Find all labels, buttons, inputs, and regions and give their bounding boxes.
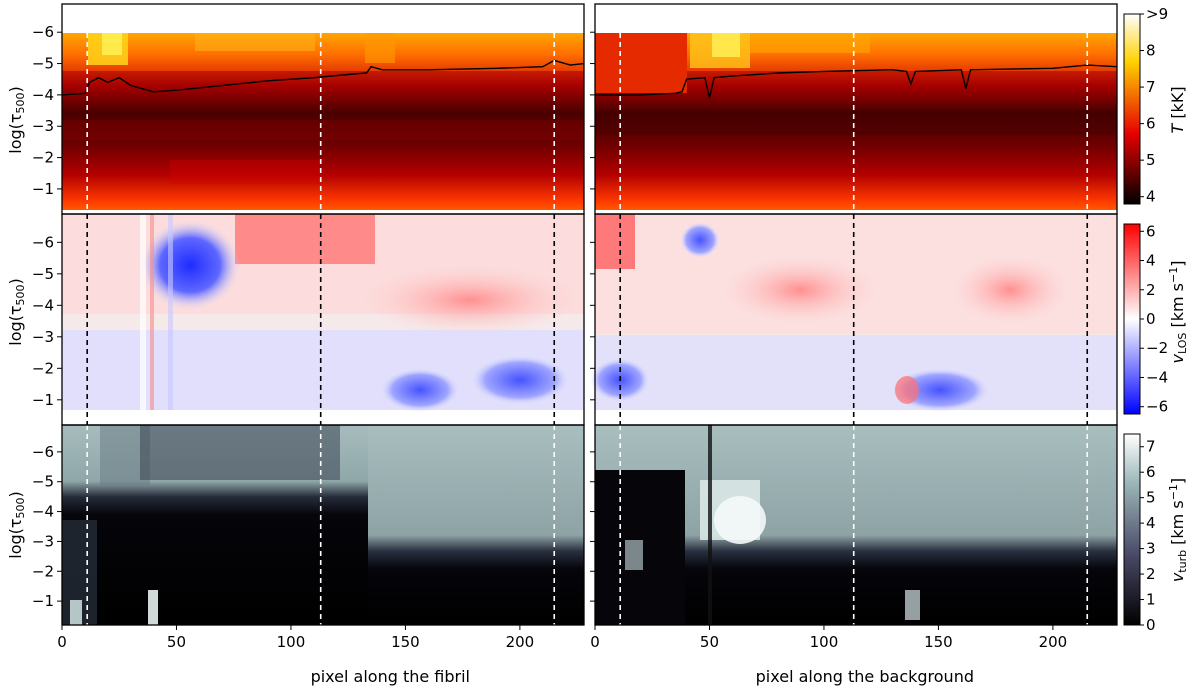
colorbar-label-vlos: vLOS [km s−1]: [1167, 261, 1189, 364]
colorbar-tick-label: 0: [1146, 310, 1156, 328]
ytick-label: −4: [32, 86, 54, 104]
colorbar-tick-label: 8: [1146, 42, 1156, 60]
tau-unity-lines: [61, 59, 1118, 99]
ytick-label: −3: [32, 328, 54, 346]
vturb-panel-fibril: [62, 425, 584, 625]
temperature-panel-background: [595, 33, 1117, 210]
panel-frame-c0-r2: [61, 424, 585, 626]
colorbar-tick-label: 4: [1146, 252, 1156, 270]
ytick-label: −1: [32, 391, 54, 409]
vlos-panel-fibril: [62, 214, 584, 412]
colorbar-tick-label: −4: [1146, 368, 1168, 386]
colorbar-tick-label: 6: [1146, 115, 1156, 133]
colorbar-temperature: [1123, 13, 1141, 205]
ytick-label: −2: [32, 149, 54, 167]
ylabel-row3: log(τ500): [6, 491, 27, 559]
ytick-label: −6: [32, 443, 54, 461]
ylabel-row2: log(τ500): [6, 278, 27, 346]
ytick-label: −1: [32, 592, 54, 610]
colorbar-label-vturb: vturb [km s−1]: [1167, 478, 1189, 582]
xtick-label: 100: [810, 633, 839, 651]
panel-frames: [61, 3, 1118, 626]
colorbar-tick-label: 7: [1146, 438, 1156, 456]
ytick-label: −6: [32, 23, 54, 41]
colorbar-v_turb: [1123, 433, 1141, 626]
xlabel-fibril: pixel along the fibril: [311, 667, 470, 686]
xtick-label: 150: [391, 633, 420, 651]
temperature-panel-fibril: [62, 33, 584, 210]
colorbar-tick-label: 2: [1146, 565, 1156, 583]
ylabel-row1: log(τ500): [6, 86, 27, 154]
colorbar-tick-label: −6: [1146, 398, 1168, 416]
axes: −6 −5 −4 −3 −2 −1 −6 −5 −4 −3 −2 −1 −6 −5 −4 −3 −2 −1 0 50 1…: [32, 23, 1067, 651]
colorbar-tick-label: −2: [1146, 339, 1168, 357]
xtick-label: 50: [700, 633, 719, 651]
ytick-label: −4: [32, 503, 54, 521]
marker-strip-0: [62, 4, 584, 33]
ytick-label: −3: [32, 532, 54, 550]
colorbar-tick-label: 1: [1146, 591, 1156, 609]
xtick-label: 50: [167, 633, 186, 651]
colorbar-tick-label: 0: [1146, 616, 1156, 634]
ytick-label: −5: [32, 473, 54, 491]
colorbar-v_los: [1123, 223, 1141, 415]
ytick-label: −5: [32, 265, 54, 283]
heatmaps: [62, 33, 1117, 625]
colorbar-tick-label: 2: [1146, 281, 1156, 299]
vlos-panel-background: [590, 214, 1117, 412]
xtick-label: 200: [506, 633, 535, 651]
colorbar-tick-label: 6: [1146, 463, 1156, 481]
marker-strip-1: [595, 4, 1117, 33]
vturb-panel-background: [595, 425, 1117, 625]
xlabel-background: pixel along the background: [756, 667, 974, 686]
ytick-label: −3: [32, 117, 54, 135]
colorbar-tick-label: 5: [1146, 151, 1156, 169]
marker-lines: [86, 33, 1089, 625]
ytick-label: −5: [32, 55, 54, 73]
colorbars: 4 5 6 7 8 >9 6 4 2 0 −2 −4 −6 7 6 5 4 3 2 1 0: [1123, 5, 1168, 634]
colorbar-tick-label: 3: [1146, 540, 1156, 558]
ytick-label: −2: [32, 359, 54, 377]
tau-line-fibril: [61, 59, 585, 96]
xtick-label: 100: [277, 633, 306, 651]
ytick-label: −4: [32, 296, 54, 314]
colorbar-tick-label: 6: [1146, 222, 1156, 240]
colorbar-tick-label: 7: [1146, 78, 1156, 96]
colorbar-tick-label: >9: [1146, 5, 1168, 23]
ytick-label: −2: [32, 562, 54, 580]
xtick-label: 0: [590, 633, 600, 651]
panel-frame-c1-r2: [594, 424, 1118, 626]
tau-line-background: [595, 64, 1118, 99]
colorbar-tick-label: 4: [1146, 188, 1156, 206]
xtick-label: 0: [57, 633, 67, 651]
xtick-label: 200: [1039, 633, 1068, 651]
colorbar-tick-label: 4: [1146, 514, 1156, 532]
xtick-label: 150: [924, 633, 953, 651]
ytick-label: −6: [32, 233, 54, 251]
colorbar-tick-label: 5: [1146, 489, 1156, 507]
colorbar-label-temperature: T [kK]: [1168, 86, 1187, 133]
ytick-label: −1: [32, 180, 54, 198]
